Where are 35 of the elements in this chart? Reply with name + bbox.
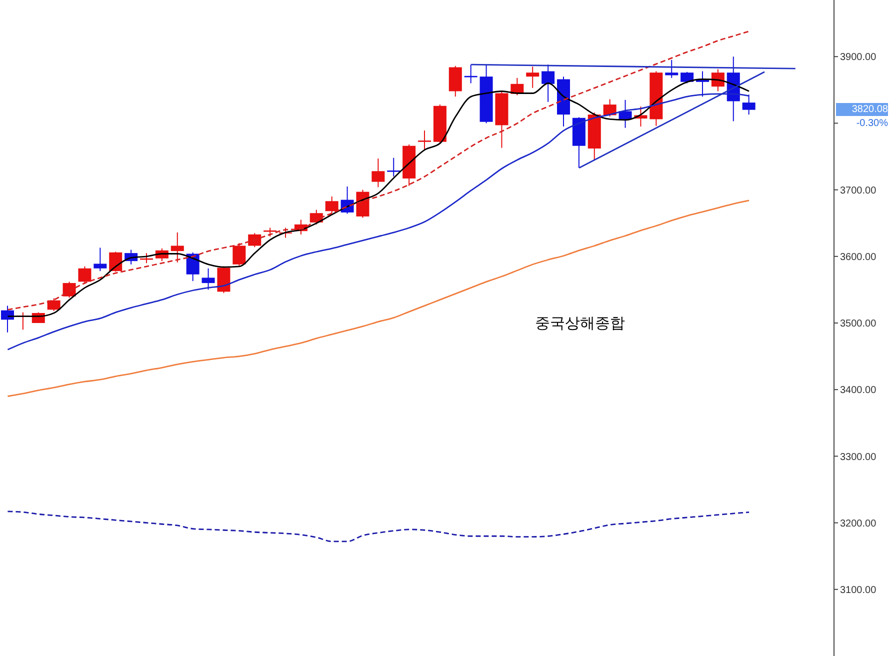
y-tick-label: 3200.00 (840, 518, 877, 530)
y-tick-label: 3100.00 (840, 584, 877, 596)
candlestick (603, 98, 616, 118)
candlestick (542, 64, 555, 102)
text: 3820.08 (836, 103, 888, 116)
candlestick (78, 266, 92, 284)
text: 중국상해종합 (535, 314, 625, 333)
candlestick (170, 232, 184, 263)
text: -0.30% (855, 117, 888, 130)
candlestick (448, 65, 462, 98)
y-tick-label: 3400.00 (840, 385, 877, 396)
candlestick (711, 68, 724, 92)
candlestick (94, 247, 107, 272)
y-tick-label: 3700.00 (840, 185, 877, 196)
candlestick (464, 64, 478, 84)
y-tick-label: 3500.00 (840, 318, 877, 330)
y-tick-label: 3900.00 (840, 52, 877, 64)
y-tick-label: 3600.00 (840, 252, 877, 263)
line-series (7, 200, 750, 397)
candlestick (62, 281, 76, 298)
candlestick (202, 268, 215, 290)
candlestick (418, 130, 431, 152)
candlestick (742, 94, 756, 116)
y-tick-label: 3300.00 (840, 452, 877, 463)
candlestick (526, 66, 540, 88)
candlestick (665, 59, 678, 78)
candlestick (325, 196, 338, 214)
line-series (7, 510, 750, 542)
candlestick (372, 158, 385, 188)
candlestick (387, 157, 400, 177)
candlestick (248, 232, 262, 248)
candlestick (618, 99, 632, 128)
candlestick (232, 242, 246, 266)
candlestick (47, 298, 60, 312)
candlestick (680, 71, 694, 84)
